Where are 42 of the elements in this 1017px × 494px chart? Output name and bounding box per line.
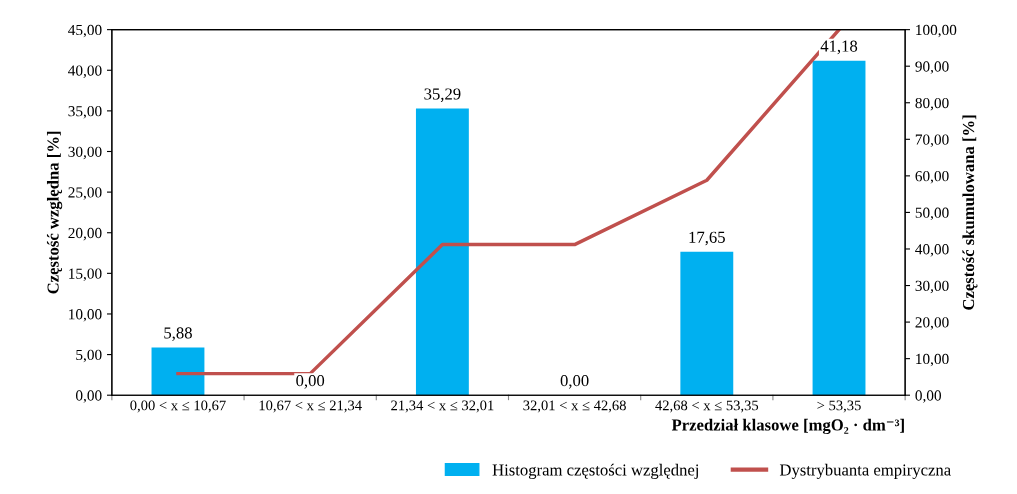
y-tick-label: 25,00 [68, 187, 102, 200]
x-tick-label: 0,00 < x ≤ 10,67 [130, 400, 226, 413]
y2-tick-label: 40,00 [915, 244, 949, 257]
y2-axis-title: Częstość skumulowana [%] [962, 115, 978, 310]
x-tick-label: 32,01 < x ≤ 42,68 [523, 400, 626, 413]
legend-label: Dystrybuanta empiryczna [779, 463, 951, 479]
y2-tick-label: 80,00 [915, 97, 949, 111]
bar [812, 60, 866, 396]
y2-tick-label: 70,00 [915, 134, 949, 147]
x-tick-label: 42,68 < x ≤ 53,35 [655, 400, 759, 413]
y-tick-label: 15,00 [69, 268, 102, 281]
y2-tick-label: 0,00 [915, 390, 942, 403]
y-tick-label: 45,00 [68, 24, 102, 38]
y2-tick-label: 100,00 [916, 24, 957, 38]
x-tick-label: 10,67 < x ≤ 21,34 [259, 400, 362, 413]
legend-label: Histogram częstości względnej [492, 463, 699, 479]
data-label: 0,00 [296, 375, 325, 389]
data-label: 0,00 [560, 375, 589, 389]
y2-tick-label: 90,00 [915, 61, 949, 74]
y2-tick-label: 10,00 [916, 353, 949, 367]
data-label: 5,88 [164, 327, 192, 341]
bar [415, 108, 469, 396]
y2-tick-label: 20,00 [915, 317, 949, 330]
y2-tick-label: 30,00 [915, 280, 949, 294]
data-label: 35,29 [424, 88, 461, 102]
y-tick-label: 30,00 [68, 146, 102, 160]
y2-tick-label: 50,00 [915, 207, 949, 221]
y-tick-label: 40,00 [68, 65, 102, 78]
y-tick-label: 35,00 [68, 106, 102, 119]
y-tick-label: 10,00 [69, 309, 102, 322]
x-axis-title: Przedział klasowe [mgO₂ · dm⁻³] [671, 418, 904, 435]
y-tick-label: 20,00 [68, 227, 102, 241]
bar [151, 347, 205, 396]
data-label: 41,18 [820, 40, 858, 55]
y-axis-title: Częstość względna [%] [46, 131, 63, 294]
x-tick-label: 21,34 < x ≤ 32,01 [391, 400, 494, 413]
data-label: 17,65 [689, 231, 725, 246]
y-tick-label: 0,00 [75, 390, 102, 403]
x-tick-label: > 53,35 [817, 400, 861, 413]
y2-tick-label: 60,00 [915, 171, 949, 184]
bar [680, 251, 734, 396]
y-tick-label: 5,00 [76, 349, 102, 363]
